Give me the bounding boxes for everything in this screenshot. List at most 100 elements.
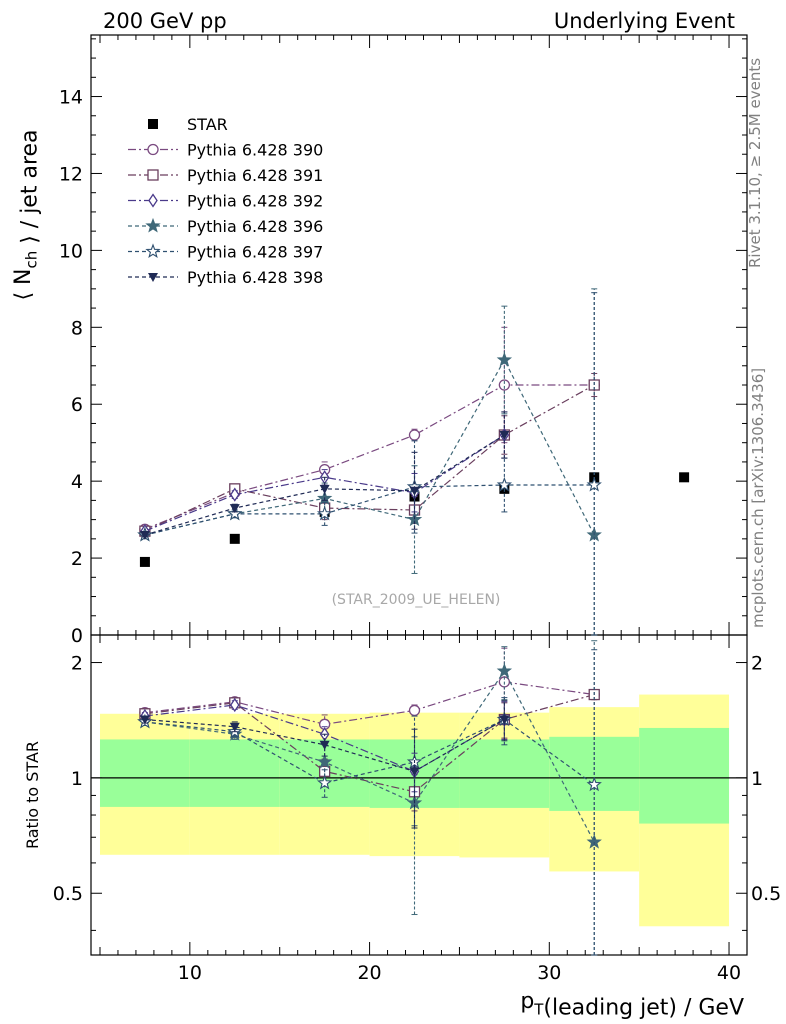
legend-label: Pythia 6.428 391 (187, 166, 323, 185)
ratio-ytick-label-right: 1 (751, 768, 763, 790)
data-point (586, 776, 602, 792)
legend-item: Pythia 6.428 391 (128, 166, 323, 185)
data-point (496, 476, 513, 492)
data-point (499, 483, 510, 494)
ratio-xtick-label: 10 (178, 962, 202, 984)
data-point (496, 663, 513, 678)
series-line (144, 718, 595, 786)
data-point (409, 486, 420, 496)
legend-marker (147, 143, 159, 156)
data-point (588, 379, 600, 391)
data-point (498, 379, 511, 391)
main-panel-series (137, 288, 690, 636)
data-point (139, 715, 150, 725)
data-point (408, 429, 421, 441)
green-band-1 (189, 739, 280, 807)
series-2 (139, 372, 600, 537)
legend-item: STAR (148, 115, 228, 134)
legend-item: Pythia 6.428 396 (128, 217, 323, 236)
legend-label: Pythia 6.428 398 (187, 268, 323, 287)
ratio-ytick-label: 1 (71, 768, 83, 790)
legend-marker (148, 273, 158, 282)
data-point (319, 740, 330, 750)
header-right: Underlying Event (554, 9, 735, 33)
ratio-ytick-label-right: 2 (751, 653, 763, 675)
main-ytick-label: 10 (59, 240, 83, 262)
legend-marker (145, 217, 161, 233)
legend-item: Pythia 6.428 390 (128, 141, 323, 160)
data-point (499, 715, 510, 725)
ratio-panel-series (137, 640, 602, 956)
main-ytick-label: 8 (71, 317, 83, 339)
green-band-6 (639, 727, 730, 824)
watermark-label: (STAR_2009_UE_HELEN) (332, 592, 501, 608)
data-point (229, 533, 240, 544)
series-line (144, 669, 595, 843)
data-point (229, 697, 240, 713)
series-line (144, 718, 505, 773)
main-ytick-label: 14 (59, 87, 83, 109)
legend-marker (145, 243, 161, 259)
ratio-xtick-label: 20 (357, 962, 381, 984)
legend-label: Pythia 6.428 396 (187, 217, 323, 236)
main-ylabel: ⟨ Nch ⟩ / jet area (11, 129, 43, 300)
legend-item: Pythia 6.428 392 (128, 192, 323, 211)
data-point (586, 476, 602, 492)
data-point (316, 505, 333, 521)
ratio-ylabel: Ratio to STAR (23, 741, 42, 849)
data-point (139, 531, 150, 540)
main-ytick-label: 2 (71, 548, 83, 570)
data-point (139, 556, 150, 567)
ratio-ytick-label: 2 (71, 653, 83, 675)
data-point (499, 431, 510, 440)
series-6 (139, 411, 510, 540)
data-point (409, 767, 420, 777)
rivet-label: Rivet 3.1.10, ≥ 2.5M events (746, 58, 764, 268)
ratio-ytick-label: 0.5 (53, 883, 83, 905)
data-point (227, 505, 243, 521)
header-left: 200 GeV pp (103, 9, 227, 33)
ratio-panel-frame: 10 20 30 40 0.5 0.5 1 1 2 2 Ratio to STAR pT(leadin… (23, 634, 781, 1021)
legend-label: Pythia 6.428 392 (187, 192, 323, 211)
ratio-uncertainty-bands (91, 694, 747, 927)
main-ytick-label: 12 (59, 163, 83, 185)
main-ytick-label: 4 (71, 471, 83, 493)
legend-label: STAR (187, 115, 228, 134)
green-band-0 (99, 739, 190, 807)
legend-label: Pythia 6.428 390 (187, 141, 323, 160)
main-ytick-label: 6 (71, 394, 83, 416)
legend-item: Pythia 6.428 398 (128, 268, 323, 287)
series-line (144, 484, 595, 536)
series-line (144, 693, 595, 793)
ratio-xtick-label: 40 (717, 962, 741, 984)
series-4 (137, 288, 602, 636)
legend-label: Pythia 6.428 397 (187, 243, 323, 262)
series-1 (139, 326, 600, 535)
series-line (144, 384, 595, 532)
data-point (316, 753, 333, 769)
xlabel: pT(leading jet) / GeV (520, 989, 744, 1021)
legend-marker (147, 169, 159, 181)
legend-item: Pythia 6.428 397 (128, 243, 323, 262)
mcplots-label: mcplots.cern.ch [arXiv:1306.3436] (749, 368, 767, 628)
ratio-ytick-label-right: 0.5 (751, 883, 781, 905)
data-point (496, 351, 513, 367)
series-5 (137, 292, 602, 636)
main-panel-frame: 0 2 4 6 8 10 12 14 ⟨ Nch ⟩ / jet area (11, 34, 748, 647)
data-point (229, 504, 240, 514)
data-point (229, 722, 240, 732)
data-point (679, 472, 690, 483)
ratio-xtick-label: 30 (537, 962, 561, 984)
series-5 (139, 700, 510, 829)
series-line (144, 681, 595, 725)
legend: STAR Pythia 6.428 390 Pythia 6.428 391 Pyth… (128, 115, 323, 287)
series-line (144, 358, 595, 536)
data-point (408, 704, 421, 717)
data-point (319, 484, 330, 494)
green-band-4 (459, 739, 550, 808)
main-ytick-label: 0 (71, 625, 83, 647)
series-line (144, 384, 595, 530)
data-point (316, 774, 333, 790)
legend-marker (148, 193, 158, 208)
